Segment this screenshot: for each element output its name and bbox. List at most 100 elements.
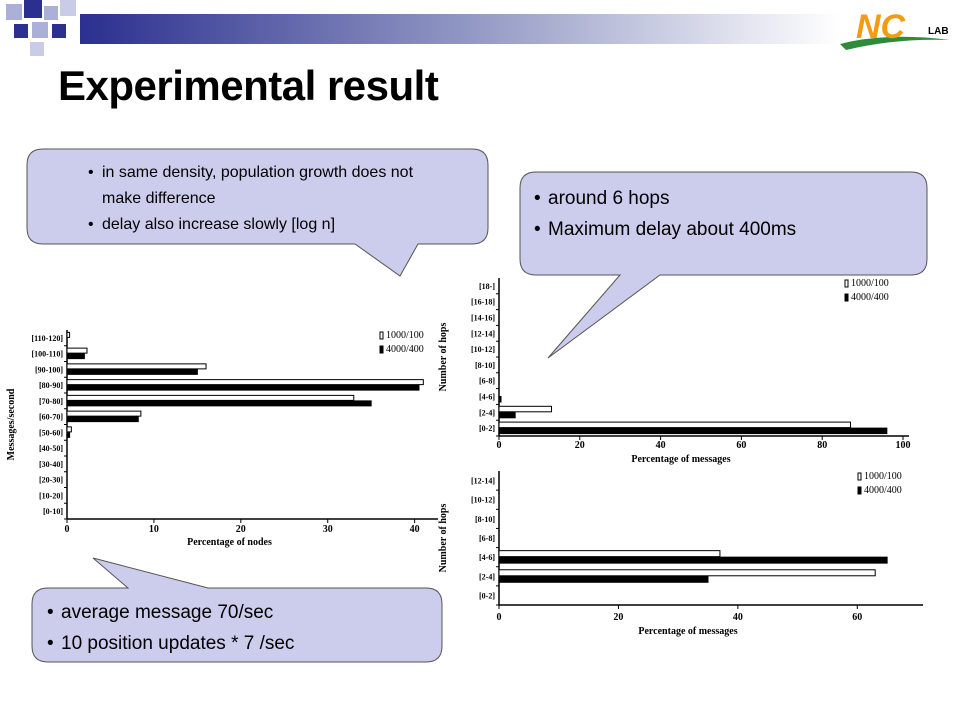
hops-1-x-tick-label: 20: [575, 440, 585, 451]
messages-per-second-x-axis-label: Percentage of nodes: [187, 537, 272, 548]
hops-1-category-label: [18-]: [479, 282, 495, 291]
hops-1-x-tick-label: 40: [656, 440, 666, 451]
hops-2-x-axis-label: Percentage of messages: [638, 626, 737, 637]
messages-per-second-category-label: [100-110]: [31, 350, 63, 359]
hops-2-category-label: [6-8]: [479, 534, 495, 543]
messages-per-second-category-label: [40-50]: [39, 444, 63, 453]
hops-2-x-tick-label: 40: [733, 612, 743, 623]
messages-per-second-y-axis-label: Messages/second: [6, 388, 17, 460]
hops-1-bar-series2: [498, 427, 888, 435]
messages-per-second-bar-series2: [66, 384, 420, 391]
hops-2-legend-swatch: [857, 472, 862, 481]
callout-bottom-bullet-1: average message 70/sec: [47, 597, 427, 628]
callout-right-bullet-2: Maximum delay about 400ms: [534, 214, 914, 245]
hops-2-category-label: [0-2]: [479, 591, 495, 600]
hops-1-x-tick-label: 100: [896, 440, 911, 451]
messages-per-second-category-label: [0-10]: [43, 507, 63, 516]
messages-per-second-bar-series1: [66, 331, 71, 338]
header-square-8: [30, 42, 44, 56]
hops-2-y-axis-label: Number of hops: [438, 504, 449, 573]
header-square-4: [60, 0, 76, 16]
logo-swoosh: [840, 36, 950, 50]
messages-per-second-x-tick-label: 10: [149, 524, 159, 535]
logo-letters: NC: [856, 8, 906, 46]
header-square-1: [6, 4, 22, 20]
callout-bottom: average message 70/sec 10 position updat…: [47, 597, 427, 659]
logo-suffix: LAB: [928, 26, 949, 37]
messages-per-second-category-label: [80-90]: [39, 381, 63, 390]
messages-per-second-category-label: [90-100]: [35, 365, 63, 374]
hops-2-category-label: [10-12]: [471, 496, 495, 505]
messages-per-second-category-label: [20-30]: [39, 476, 63, 485]
messages-per-second-bar-series2: [66, 416, 139, 423]
header-square-2: [24, 0, 42, 18]
header-square-6: [32, 22, 48, 38]
hops-1-category-label: [4-6]: [479, 393, 495, 402]
nc-lab-logo: NC LAB: [840, 8, 950, 50]
messages-per-second-category-label: [70-80]: [39, 397, 63, 406]
header-gradient-bar: [80, 14, 840, 44]
hops-2-legend-label: 4000/400: [864, 485, 902, 496]
hops-2-x-tick-label: 0: [497, 612, 502, 623]
messages-per-second-bar-series2: [66, 368, 198, 375]
hops-2-legend-label: 1000/100: [864, 471, 902, 482]
hops-1-category-label: [0-2]: [479, 424, 495, 433]
messages-per-second-category-label: [10-20]: [39, 491, 63, 500]
hops-2-x-tick-label: 20: [613, 612, 623, 623]
header-square-3: [44, 6, 58, 20]
hops-1-y-axis-label: Number of hops: [438, 323, 449, 392]
hops-1-x-tick-label: 80: [817, 440, 827, 451]
page-title: Experimental result: [58, 62, 439, 109]
hops-1-legend-label: 4000/400: [851, 292, 889, 303]
callout-bottom-bullet-2: 10 position updates * 7 /sec: [47, 628, 427, 659]
messages-per-second-category-label: [30-40]: [39, 460, 63, 469]
hops-1-category-label: [10-12]: [471, 345, 495, 354]
messages-per-second-x-tick-label: 30: [323, 524, 333, 535]
messages-per-second-x-tick-label: 0: [65, 524, 70, 535]
callout-right-bullet-1: around 6 hops: [534, 183, 914, 214]
hops-2-category-label: [2-4]: [479, 572, 495, 581]
hops-1-category-label: [16-18]: [471, 298, 495, 307]
messages-per-second-bar-series2: [66, 400, 372, 407]
hops-2-category-label: [4-6]: [479, 553, 495, 562]
hops-2-x-tick-label: 60: [852, 612, 862, 623]
hops-1-category-label: [14-16]: [471, 314, 495, 323]
messages-per-second-bar-series2: [66, 353, 85, 360]
messages-per-second-x-tick-label: 20: [236, 524, 246, 535]
hops-1-x-axis-label: Percentage of messages: [631, 454, 730, 465]
hops-1-legend-label: 1000/100: [851, 278, 889, 289]
hops-1-category-label: [2-4]: [479, 408, 495, 417]
callout-right: around 6 hops Maximum delay about 400ms: [534, 183, 914, 245]
hops-2-bar-series2: [498, 575, 709, 583]
messages-per-second-category-label: [50-60]: [39, 428, 63, 437]
hops-1-bar-series1: [498, 405, 553, 413]
messages-per-second-category-label: [60-70]: [39, 413, 63, 422]
messages-per-second-legend-swatch: [379, 331, 384, 340]
header-square-7: [52, 24, 66, 38]
hops-1-legend-swatch: [844, 293, 849, 302]
messages-per-second-legend-label: 4000/400: [386, 344, 424, 355]
hops-2-bar-series2: [498, 556, 888, 564]
hops-1-legend-swatch: [844, 279, 849, 288]
callout-top-bullet-1: in same density, population growth does …: [88, 160, 438, 212]
messages-per-second-legend-label: 1000/100: [386, 330, 424, 341]
hops-1-bar-series2: [498, 396, 502, 403]
hops-1-x-tick-label: 60: [736, 440, 746, 451]
messages-per-second-bar-series2: [66, 431, 71, 438]
header-decoration: [6, 0, 840, 56]
callout-top: in same density, population growth does …: [88, 160, 438, 238]
messages-per-second-category-label: [110-120]: [31, 334, 63, 343]
hops-2-legend-swatch: [857, 486, 862, 495]
hops-1-bar-series2: [498, 411, 516, 419]
hops-2-category-label: [8-10]: [475, 515, 495, 524]
hops-2-category-label: [12-14]: [471, 477, 495, 486]
hops-1-x-tick-label: 0: [497, 440, 502, 451]
callout-top-bullet-2: delay also increase slowly [log n]: [88, 212, 438, 238]
messages-per-second-x-tick-label: 40: [410, 524, 420, 535]
hops-1-category-label: [8-10]: [475, 361, 495, 370]
header-square-5: [14, 24, 28, 38]
messages-per-second-legend-swatch: [379, 345, 384, 354]
hops-1-category-label: [6-8]: [479, 377, 495, 386]
hops-1-category-label: [12-14]: [471, 329, 495, 338]
